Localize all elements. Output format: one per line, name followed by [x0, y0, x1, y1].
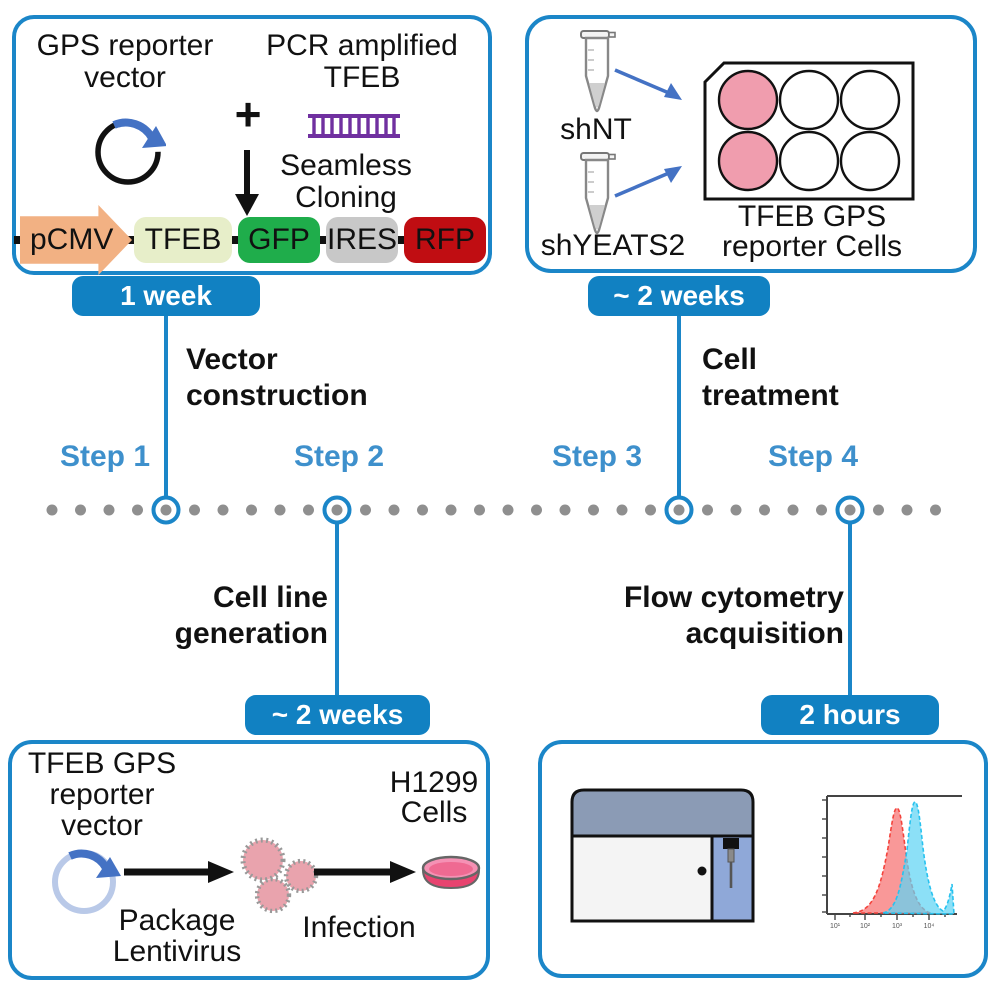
- plasmid-icon: [90, 100, 166, 190]
- connector-step1: [164, 316, 168, 497]
- phase-flow-cytometry-acquisition: Flow cytometry acquisition: [592, 580, 844, 652]
- pcr-amplified-tfeb-label: PCR amplified TFEB: [238, 30, 486, 94]
- flow-cytometer-icon: [570, 788, 755, 923]
- shyeats2-to-plate-arrow: [612, 158, 692, 202]
- plus-sign: +: [234, 88, 262, 140]
- ires-element-box: IRES: [326, 217, 398, 263]
- tfeb-gene-box: TFEB: [134, 217, 232, 263]
- phase-cell-line-generation: Cell line generation: [128, 580, 328, 652]
- flow-histogram-icon: 10¹ 10² 10³ 10⁴: [795, 786, 963, 931]
- rfp-gene-box: RFP: [404, 217, 486, 263]
- phase1-line2: construction: [186, 379, 368, 412]
- svg-text:10¹: 10¹: [830, 923, 841, 930]
- phase3-line1: Cell: [702, 343, 758, 376]
- shyeats2-tube-icon: [574, 150, 620, 238]
- step3-label: Step 3: [551, 440, 643, 473]
- phase1-line1: Vector: [186, 343, 278, 376]
- cloning-arrow-down-icon: [230, 148, 264, 218]
- phase2-line2: generation: [174, 617, 328, 650]
- caption-line2: reporter Cells: [721, 230, 903, 263]
- b2-title-line1: TFEB GPS: [27, 747, 177, 780]
- infection-arrow: [314, 858, 416, 886]
- cloning-line: Cloning: [295, 181, 397, 214]
- shnt-to-plate-arrow: [612, 64, 692, 108]
- connector-step4: [848, 523, 852, 695]
- b2-title-line3: vector: [61, 809, 143, 842]
- package-line1: Package: [118, 904, 236, 937]
- infection-label: Infection: [302, 911, 416, 944]
- svg-text:10³: 10³: [892, 923, 903, 930]
- duration-badge-step3: ~ 2 weeks: [588, 276, 770, 316]
- gps-reporter-vector-label: GPS reporter vector: [16, 30, 234, 94]
- h1299-cells-label: H1299 Cells: [380, 768, 488, 828]
- svg-text:10²: 10²: [860, 923, 871, 930]
- step4-label: Step 4: [767, 440, 859, 473]
- duration-badge-step4: 2 hours: [761, 695, 939, 735]
- phase-vector-construction: Vector construction: [186, 342, 426, 414]
- caption-line1: TFEB GPS: [737, 200, 887, 233]
- step1-label: Step 1: [59, 440, 151, 473]
- pcr-amplified-line1: PCR amplified: [266, 29, 458, 62]
- tfeb-gps-reporter-vector-label: TFEB GPS reporter vector: [16, 748, 188, 841]
- b2-title-line2: reporter: [49, 778, 155, 811]
- duration-badge-step2: ~ 2 weeks: [245, 695, 430, 735]
- reporter-plasmid-icon: [48, 840, 126, 918]
- connector-step3: [677, 316, 681, 497]
- shnt-tube-icon: [574, 28, 620, 116]
- pcr-amplified-line2: TFEB: [323, 61, 401, 94]
- svg-text:10⁴: 10⁴: [924, 923, 935, 930]
- lentivirus-particles-icon: [234, 834, 326, 918]
- shyeats2-label: shYEATS2: [540, 229, 686, 262]
- phase2-line1: Cell line: [212, 581, 328, 614]
- dna-fragment-icon: [306, 112, 402, 140]
- h1299-line2: Cells: [400, 796, 468, 829]
- step2-label: Step 2: [293, 440, 385, 473]
- phase3-line2: treatment: [702, 379, 839, 412]
- package-lentivirus-label: Package Lentivirus: [92, 905, 262, 967]
- timeline-dotted-line: [0, 480, 996, 540]
- phase4-line1: Flow cytometry: [623, 581, 844, 614]
- package-arrow: [124, 858, 234, 886]
- h1299-line1: H1299: [389, 766, 479, 799]
- seamless-cloning-label: Seamless Cloning: [264, 150, 428, 214]
- gps-reporter-vector-line1: GPS reporter: [36, 29, 214, 62]
- gps-reporter-vector-line2: vector: [84, 61, 166, 94]
- seamless-line: Seamless: [280, 149, 412, 182]
- phase4-line2: acquisition: [685, 617, 844, 650]
- tfeb-gps-reporter-cells-label: TFEB GPS reporter Cells: [706, 202, 918, 262]
- phase-cell-treatment: Cell treatment: [702, 342, 902, 414]
- shnt-label: shNT: [560, 113, 632, 146]
- gfp-gene-box: GFP: [238, 217, 320, 263]
- six-well-plate-icon: [702, 60, 916, 202]
- package-line2: Lentivirus: [112, 935, 242, 968]
- duration-badge-step1: 1 week: [72, 276, 260, 316]
- culture-dish-icon: [420, 846, 482, 896]
- connector-step2: [335, 523, 339, 695]
